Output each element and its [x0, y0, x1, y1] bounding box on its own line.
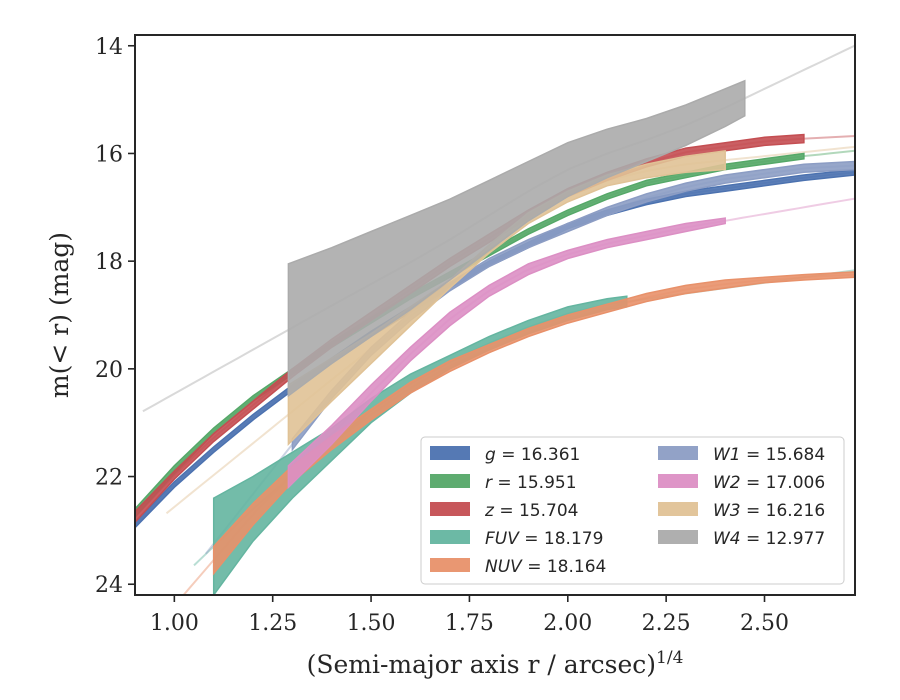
legend-swatch-w4 [658, 530, 698, 544]
x-tick-label: 2.25 [642, 611, 691, 636]
y-tick-label: 20 [95, 358, 123, 383]
legend-label-w3: W3 = 16.216 [713, 501, 825, 521]
series-w1-band [291, 160, 855, 452]
series-nuv-band [212, 271, 855, 576]
y-tick-label: 24 [95, 573, 123, 598]
legend-swatch-nuv [430, 558, 470, 572]
x-tick-label: 1.50 [347, 611, 396, 636]
x-tick-label: 1.75 [445, 611, 494, 636]
x-tick-label: 2.50 [740, 611, 789, 636]
legend-swatch-g [430, 446, 470, 460]
legend-swatch-z [430, 502, 470, 516]
plot-area [135, 44, 855, 595]
y-axis-label: m(< r) (mag) [45, 232, 74, 398]
legend-label-g: g = 16.361 [485, 445, 580, 465]
series-w2-band [287, 217, 726, 490]
legend-swatch-w2 [658, 474, 698, 488]
y-tick-label: 22 [95, 466, 123, 491]
series-w4-band [287, 79, 746, 398]
legend-label-nuv: NUV = 18.164 [485, 557, 606, 577]
legend-label-w4: W4 = 12.977 [713, 529, 825, 549]
legend-label-fuv: FUV = 18.179 [485, 529, 603, 549]
legend-label-r: r = 15.951 [485, 473, 577, 493]
legend-label-w2: W2 = 17.006 [713, 473, 825, 493]
x-tick-label: 1.00 [150, 611, 199, 636]
legend-swatch-fuv [430, 530, 470, 544]
legend-swatch-r [430, 474, 470, 488]
legend-box [420, 436, 845, 585]
y-tick-label: 16 [95, 142, 123, 167]
legend-swatch-w3 [658, 502, 698, 516]
x-axis-ticks: 1.00 1.25 1.50 1.75 2.00 2.25 2.50 [150, 595, 789, 636]
legend-label-z: z = 15.704 [484, 501, 578, 521]
y-tick-label: 18 [95, 250, 123, 275]
legend-swatch-w1 [658, 446, 698, 460]
y-tick-label: 14 [95, 35, 123, 60]
x-axis-label: (Semi-major axis r / arcsec)1/4 [307, 648, 684, 679]
x-tick-label: 2.00 [543, 611, 592, 636]
y-axis-ticks: 14 16 18 20 22 24 [95, 35, 135, 598]
plot-frame [134, 34, 856, 596]
x-tick-label: 1.25 [248, 611, 297, 636]
legend-label-w1: W1 = 15.684 [713, 445, 825, 465]
legend: g = 16.361 r = 15.951 z = 15.704 FUV = 18.1… [420, 436, 845, 585]
series-bands [135, 79, 855, 595]
